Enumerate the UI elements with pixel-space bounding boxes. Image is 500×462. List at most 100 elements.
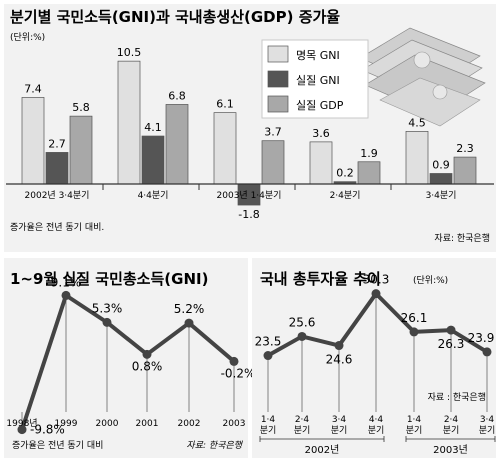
- gni-point: [229, 356, 239, 366]
- bar-real-gdp-2: [261, 140, 285, 185]
- bar-value-label: 2.3: [456, 142, 474, 155]
- bar-value-label: 6.1: [216, 98, 234, 111]
- gni-x-label: 2002: [178, 419, 201, 429]
- bar-real-gni-4: [429, 173, 453, 185]
- investment-point: [297, 331, 307, 341]
- bar-chart-source: 자료: 한국은행: [434, 232, 490, 244]
- money-stack-illustration: [359, 27, 486, 127]
- investment-x-label-top: 2·4: [444, 415, 459, 425]
- bar-value-label: 3.7: [264, 126, 282, 139]
- bar-value-label: 6.8: [168, 89, 186, 102]
- bar-real-gdp-0: [69, 115, 93, 185]
- bar-value-label: -1.8: [238, 208, 259, 221]
- gni-point: [17, 425, 27, 435]
- gni-line-note: 증가율은 전년 동기 대비: [12, 440, 103, 451]
- gni-line-title: 1~9월 실질 국민총소득(GNI): [10, 270, 208, 288]
- investment-x-label-top: 1·4: [407, 415, 422, 425]
- investment-x-label-bottom: 분기: [406, 425, 423, 436]
- gni-value-label: -9.8%: [30, 423, 65, 437]
- gni-x-label: 2003: [223, 419, 246, 429]
- bar-category-label: 2·4분기: [330, 190, 361, 201]
- legend-swatch-real-gdp: [267, 95, 289, 113]
- bar-nominal-gni-0: [21, 97, 45, 185]
- investment-x-label-top: 4·4: [369, 415, 384, 425]
- legend-label-nominal-gni: 명목 GNI: [296, 49, 340, 62]
- investment-x-label-bottom: 분기: [260, 425, 277, 436]
- bar-value-label: 0.2: [336, 167, 354, 180]
- bar-chart-title: 분기별 국민소득(GNI)과 국내총생산(GDP) 증가율: [10, 8, 340, 26]
- investment-value-label: 23.5: [255, 335, 282, 349]
- gni-value-label: 0.8%: [132, 359, 163, 373]
- legend-swatch-nominal-gni: [267, 45, 289, 63]
- investment-x-label-bottom: 분기: [443, 425, 460, 436]
- gni-x-label: 1999: [55, 419, 78, 429]
- investment-value-label: 26.3: [438, 337, 465, 351]
- investment-value-label: 23.9: [468, 331, 495, 345]
- year-label-bg: [302, 443, 342, 455]
- investment-x-label-top: 3·4: [332, 415, 347, 425]
- investment-x-label-bottom: 분기: [368, 425, 385, 436]
- bar-nominal-gni-4: [405, 131, 429, 185]
- bar-category-label: 3·4분기: [426, 190, 457, 201]
- gni-point: [61, 290, 71, 300]
- bar-real-gni-1: [141, 135, 165, 185]
- legend-swatch-real-gni: [267, 70, 289, 88]
- bar-chart-unit: (단위:%): [10, 32, 45, 43]
- bar-chart-note: 증가율은 전년 동기 대비.: [10, 222, 104, 233]
- bar-value-label: 1.9: [360, 147, 378, 160]
- bar-value-label: 5.8: [72, 101, 90, 114]
- investment-value-label: 30.3: [363, 273, 390, 287]
- year-group-label: 2002년: [305, 444, 340, 456]
- bar-value-label: 4.5: [408, 116, 426, 129]
- investment-value-label: 24.6: [326, 353, 353, 367]
- gni-point: [102, 317, 112, 327]
- gni-value-label: 5.3%: [92, 301, 123, 315]
- investment-x-label-top: 1·4: [261, 415, 276, 425]
- bar-chart-legend: 명목 GNI 실질 GNI 실질 GDP: [261, 39, 369, 119]
- bar-nominal-gni-1: [117, 60, 141, 185]
- bar-real-gdp-3: [357, 161, 381, 185]
- gni-point: [142, 349, 152, 359]
- bar-value-label: 10.5: [117, 46, 142, 59]
- investment-x-label-top: 2·4: [295, 415, 310, 425]
- investment-point: [371, 289, 381, 299]
- gni-value-label: 5.2%: [174, 302, 205, 316]
- investment-line-title: 국내 총투자율 추이: [260, 270, 381, 288]
- bar-nominal-gni-3: [309, 141, 333, 185]
- investment-line-source: 자료 : 한국은행: [428, 391, 486, 403]
- gni-point: [184, 318, 194, 328]
- investment-value-label: 26.1: [401, 311, 428, 325]
- gni-line-source: 자료: 한국은행: [186, 440, 243, 451]
- bar-value-label: 7.4: [24, 82, 42, 95]
- bar-real-gdp-1: [165, 104, 189, 185]
- legend-label-real-gni: 실질 GNI: [296, 74, 340, 87]
- gni-x-label: 2001: [136, 419, 159, 429]
- investment-x-label-bottom: 분기: [294, 425, 311, 436]
- investment-x-label-top: 3·4: [480, 415, 495, 425]
- year-group-label: 2003년: [433, 444, 468, 456]
- investment-x-label-bottom: 분기: [331, 425, 348, 436]
- bar-real-gdp-4: [453, 156, 477, 185]
- bar-value-label: 0.9: [432, 158, 450, 171]
- investment-point: [334, 341, 344, 351]
- gni-value-label: 9.1%: [51, 275, 82, 289]
- bar-category-label: 4·4분기: [138, 190, 169, 201]
- bar-category-label: 2002년 3·4분기: [25, 190, 90, 201]
- year-label-bg: [430, 443, 471, 455]
- gni-line-series: [20, 293, 236, 431]
- investment-point: [482, 347, 492, 357]
- bar-value-label: 4.1: [144, 121, 162, 134]
- bar-real-gni-0: [45, 152, 69, 185]
- investment-point: [446, 325, 456, 335]
- gni-x-label: 2000: [96, 419, 119, 429]
- bar-nominal-gni-2: [213, 112, 237, 185]
- bar-value-label: 3.6: [312, 127, 330, 140]
- bar-category-label: 2003년 1·4분기: [217, 190, 282, 201]
- investment-value-label: 25.6: [289, 315, 316, 329]
- investment-point: [409, 327, 419, 337]
- investment-point: [263, 351, 273, 361]
- bar-value-label: 2.7: [48, 137, 66, 150]
- legend-label-real-gdp: 실질 GDP: [296, 99, 344, 112]
